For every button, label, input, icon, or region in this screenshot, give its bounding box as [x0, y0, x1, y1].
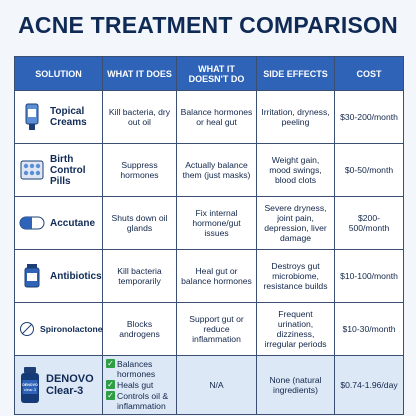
table-row: Antibiotics Kill bacteria temporarily He… — [15, 250, 404, 303]
table-row: Spironolactone Blocks androgens Support … — [15, 303, 404, 356]
tablet-icon — [19, 314, 35, 344]
side-effects-cell: Weight gain, mood swings, blood clots — [257, 144, 335, 197]
denovo-row: DENOVO clear-3 DENOVO Clear-3 ✓ Balances… — [15, 356, 404, 415]
cost-cell: $10-30/month — [335, 303, 404, 356]
benefit-item: ✓ Heals gut — [106, 380, 173, 390]
solution-name: Accutane — [50, 218, 95, 229]
table-row: Birth Control Pills Suppress hormones Ac… — [15, 144, 404, 197]
solution-name: Antibiotics — [50, 271, 102, 282]
solution-cell: Topical Creams — [15, 91, 103, 144]
side-effects-cell: Frequent urination, dizziness, irregular… — [257, 303, 335, 356]
checkmark-icon: ✓ — [106, 391, 115, 400]
what-it-doesnt-do-cell: N/A — [177, 356, 257, 415]
solution-cell: Antibiotics — [15, 250, 103, 303]
side-effects-cell: Irritation, dryness, peeling — [257, 91, 335, 144]
solution-name: Spironolactone — [40, 324, 103, 335]
checkmark-icon: ✓ — [106, 359, 115, 368]
cream-tube-icon — [19, 102, 45, 132]
medicine-bottle-icon — [19, 261, 45, 291]
benefit-text: Controls oil & inflammation — [117, 391, 173, 411]
header-what-it-does: WHAT IT DOES — [103, 57, 177, 91]
table-row: Topical Creams Kill bacteria, dry out oi… — [15, 91, 404, 144]
checkmark-icon: ✓ — [106, 380, 115, 389]
comparison-table: SOLUTION WHAT IT DOES WHAT IT DOESN'T DO… — [14, 56, 404, 415]
cost-cell: $0-50/month — [335, 144, 404, 197]
benefits-cell: ✓ Balances hormones ✓ Heals gut ✓ Contro… — [103, 356, 177, 415]
what-it-does-cell: Shuts down oil glands — [103, 197, 177, 250]
cost-cell: $0.74-1.96/day — [335, 356, 404, 415]
solution-cell: Birth Control Pills — [15, 144, 103, 197]
header-what-it-doesnt-do: WHAT IT DOESN'T DO — [177, 57, 257, 91]
cost-cell: $30-200/month — [335, 91, 404, 144]
page-title: ACNE TREATMENT COMPARISON — [0, 12, 416, 39]
what-it-does-cell: Blocks androgens — [103, 303, 177, 356]
cost-cell: $10-100/month — [335, 250, 404, 303]
side-effects-cell: None (natural ingredients) — [257, 356, 335, 415]
what-it-doesnt-do-cell: Actually balance them (just masks) — [177, 144, 257, 197]
solution-name: Topical Creams — [50, 106, 98, 128]
benefit-text: Heals gut — [117, 380, 153, 390]
solution-cell: DENOVO clear-3 DENOVO Clear-3 — [15, 356, 103, 415]
bottle-label-product: clear-3 — [24, 387, 37, 392]
supplement-bottle-icon: DENOVO clear-3 — [19, 366, 41, 404]
solution-cell: Accutane — [15, 197, 103, 250]
solution-name: DENOVO Clear-3 — [46, 373, 98, 397]
what-it-doesnt-do-cell: Balance hormones or heal gut — [177, 91, 257, 144]
cost-cell: $200-500/month — [335, 197, 404, 250]
header-cost: COST — [335, 57, 404, 91]
what-it-doesnt-do-cell: Support gut or reduce inflammation — [177, 303, 257, 356]
solution-name: Birth Control Pills — [50, 154, 98, 187]
what-it-does-cell: Kill bacteria temporarily — [103, 250, 177, 303]
benefit-text: Balances hormones — [117, 359, 173, 379]
capsule-icon — [19, 208, 45, 238]
side-effects-cell: Destroys gut microbiome, resistance buil… — [257, 250, 335, 303]
header-row: SOLUTION WHAT IT DOES WHAT IT DOESN'T DO… — [15, 57, 404, 91]
what-it-doesnt-do-cell: Heal gut or balance hormones — [177, 250, 257, 303]
what-it-does-cell: Kill bacteria, dry out oil — [103, 91, 177, 144]
benefit-item: ✓ Controls oil & inflammation — [106, 391, 173, 411]
what-it-doesnt-do-cell: Fix internal hormone/gut issues — [177, 197, 257, 250]
solution-cell: Spironolactone — [15, 303, 103, 356]
header-side-effects: SIDE EFFECTS — [257, 57, 335, 91]
header-solution: SOLUTION — [15, 57, 103, 91]
side-effects-cell: Severe dryness, joint pain, depression, … — [257, 197, 335, 250]
pill-pack-icon — [19, 155, 45, 185]
benefit-item: ✓ Balances hormones — [106, 359, 173, 379]
what-it-does-cell: Suppress hormones — [103, 144, 177, 197]
table-row: Accutane Shuts down oil glands Fix inter… — [15, 197, 404, 250]
